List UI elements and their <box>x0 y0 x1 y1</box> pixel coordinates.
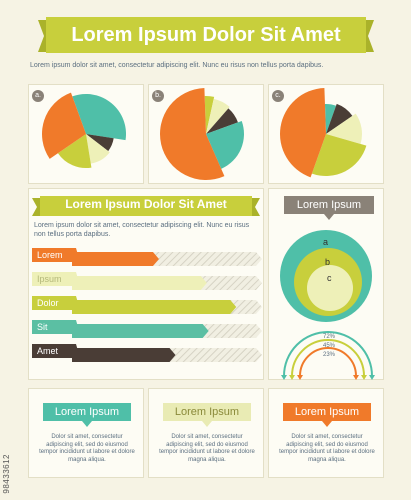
pie-1-slice-0 <box>204 96 215 134</box>
pie-label-b: b. <box>152 90 164 102</box>
bar-tab <box>32 344 80 358</box>
bar-fill-ipsum <box>72 276 207 290</box>
pie-charts <box>41 88 367 180</box>
bar-label-lorem: Lorem <box>37 250 63 260</box>
header-ribbon <box>38 17 374 53</box>
footer-title-2: Lorem Ipsum <box>174 406 240 418</box>
bar-label-sit: Sit <box>37 322 48 332</box>
pie-2-slice-0 <box>324 104 337 134</box>
middle-ribbon <box>32 196 260 216</box>
watermark-id: 98433612 <box>2 454 11 494</box>
pie-0-slice-0 <box>72 94 126 141</box>
middle-title: Lorem Ipsum Dolor Sit Amet <box>65 197 227 211</box>
circles-title: Lorem Ipsum <box>296 199 362 211</box>
pie-1-slice-1 <box>206 98 230 134</box>
header-text: Lorem ipsum dolor sit amet, consectetur … <box>30 62 324 69</box>
arc-label-45: 45% <box>322 343 335 349</box>
footer-title-3: Lorem Ipsum <box>294 406 360 418</box>
footer-text-3: Dolor sit amet, consectetur adipiscing e… <box>279 434 375 463</box>
pie-0-slice-4 <box>41 92 86 159</box>
bar-fill-amet <box>72 348 176 362</box>
pie-2-slice-3 <box>311 134 367 176</box>
bar-tab <box>32 248 80 262</box>
pie-2-slice-2 <box>326 113 362 144</box>
page-title: Lorem Ipsum Dolor Sit Amet <box>71 24 341 46</box>
circles-title-box <box>284 196 374 220</box>
circle-label-c: c <box>327 273 332 283</box>
pie-1-slice-3 <box>206 121 244 169</box>
pie-0-slice-3 <box>57 134 92 168</box>
pie-label-c: c. <box>272 90 284 102</box>
arc-label-72: 72% <box>322 334 335 340</box>
bar-fill-lorem <box>72 252 159 266</box>
middle-text: Lorem ipsum dolor sit amet, consectetur … <box>34 222 250 238</box>
footer-title-1: Lorem Ipsum <box>54 406 120 418</box>
bar-tab <box>32 320 80 334</box>
bar-tab <box>32 296 80 310</box>
bar-fill-dolor <box>72 300 237 314</box>
pie-0-slice-1 <box>86 134 114 152</box>
bar-tab <box>32 272 80 286</box>
arc-label-23: 23% <box>322 352 335 358</box>
pie-0-slice-2 <box>86 134 110 164</box>
bar-label-amet: Amet <box>37 346 59 356</box>
pie-label-a: a. <box>32 90 44 102</box>
footer-text-2: Dolor sit amet, consectetur adipiscing e… <box>159 434 255 463</box>
pie-2-slice-4 <box>280 88 326 178</box>
arc-gauges <box>281 331 375 380</box>
circle-label-b: b <box>325 257 331 267</box>
bar-label-ipsum: Ipsum <box>37 274 62 284</box>
bar-label-dolor: Dolor <box>37 298 59 308</box>
pie-1-slice-2 <box>206 108 238 134</box>
footer-text-1: Dolor sit amet, consectetur adipiscing e… <box>39 434 135 463</box>
circle-label-a: a <box>323 237 329 247</box>
bar-fill-sit <box>72 324 209 338</box>
pie-2-slice-1 <box>326 103 353 134</box>
nested-circles <box>280 230 372 322</box>
pie-1-slice-4 <box>160 88 225 180</box>
